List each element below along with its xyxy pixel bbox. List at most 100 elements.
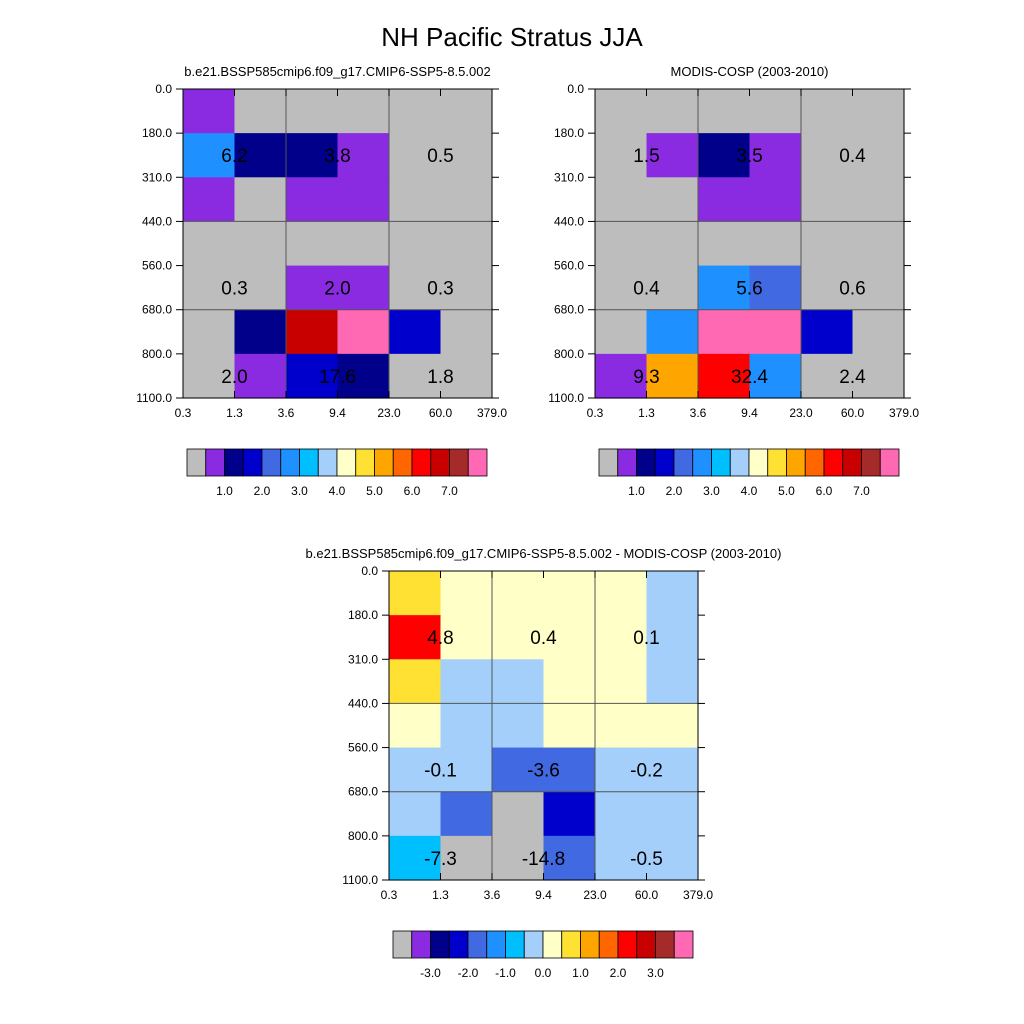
heatmap-cell xyxy=(234,265,287,311)
colorbar-box xyxy=(598,448,619,477)
x-tick-label: 60.0 xyxy=(635,888,659,902)
panel-title: MODIS-COSP (2003-2010) xyxy=(671,64,829,79)
colorbar-box xyxy=(879,448,900,477)
colorbar-box xyxy=(224,448,244,477)
heatmap-cell xyxy=(595,747,648,793)
data-label: 0.3 xyxy=(221,279,247,300)
heatmap-cell xyxy=(852,265,905,311)
heatmap-cell xyxy=(595,309,648,355)
heatmap-cell xyxy=(440,615,493,660)
colorbar-label: 6.0 xyxy=(816,484,833,498)
heatmap-cell xyxy=(646,747,699,793)
colorbar-box xyxy=(449,448,469,477)
colorbar-label: 2.0 xyxy=(666,484,683,498)
y-tick-label: 180.0 xyxy=(348,608,378,622)
colorbar-box xyxy=(355,448,375,477)
colorbar-label: 1.0 xyxy=(572,966,589,980)
data-label: -7.3 xyxy=(424,849,457,870)
heatmap-cell xyxy=(492,747,545,793)
data-label: 2.0 xyxy=(324,279,350,300)
colorbar-box xyxy=(692,448,712,477)
y-tick-label: 680.0 xyxy=(554,303,584,317)
colorbar-box xyxy=(673,930,694,959)
heatmap-cell xyxy=(337,353,390,399)
data-label: -14.8 xyxy=(522,849,565,870)
colorbar-box xyxy=(261,448,282,477)
colorbar-label: -3.0 xyxy=(420,966,441,980)
data-label: 0.4 xyxy=(839,146,866,167)
colorbar-box xyxy=(711,448,731,477)
data-label: -0.2 xyxy=(630,761,663,782)
colorbar-box xyxy=(467,930,488,959)
colorbar-box xyxy=(636,448,656,477)
heatmap-cell xyxy=(749,177,802,223)
heatmap-cell xyxy=(543,747,596,793)
colorbar-label: -2.0 xyxy=(458,966,479,980)
colorbar-box xyxy=(767,448,787,477)
heatmap-cell xyxy=(183,133,236,178)
figure-title: NH Pacific Stratus JJA xyxy=(381,22,643,52)
colorbar-box xyxy=(617,930,638,959)
x-tick-label: 3.6 xyxy=(484,888,501,902)
y-tick-label: 680.0 xyxy=(348,785,378,799)
heatmap-cell xyxy=(183,353,236,399)
heatmap-cell xyxy=(801,353,854,399)
heatmap-cell xyxy=(749,221,802,267)
y-tick-label: 310.0 xyxy=(348,652,378,666)
heatmap-cell xyxy=(852,221,905,267)
heatmap-cell xyxy=(337,265,390,311)
x-tick-label: 1.3 xyxy=(226,406,243,420)
heatmap-cell xyxy=(286,221,339,267)
colorbar-box xyxy=(411,930,431,959)
colorbar-box xyxy=(861,448,881,477)
heatmap-cell xyxy=(595,221,648,267)
data-label: 1.8 xyxy=(427,367,453,388)
heatmap-cell xyxy=(183,265,236,311)
y-tick-label: 1100.0 xyxy=(342,873,378,887)
colorbar-label: 2.0 xyxy=(610,966,627,980)
colorbar-label: 0.0 xyxy=(535,966,552,980)
heatmap-cell xyxy=(646,703,699,749)
heatmap-panel-3: b.e21.BSSP585cmip6.f09_g17.CMIP6-SSP5-8.… xyxy=(306,546,782,980)
colorbar-box xyxy=(636,930,656,959)
x-tick-label: 0.3 xyxy=(381,888,398,902)
panel-title: b.e21.BSSP585cmip6.f09_g17.CMIP6-SSP5-8.… xyxy=(306,546,782,561)
data-label: 17.6 xyxy=(319,367,356,388)
heatmap-cell xyxy=(389,177,442,223)
heatmap-cell xyxy=(646,571,699,616)
heatmap-cell xyxy=(183,89,236,134)
data-label: 5.6 xyxy=(736,279,762,300)
heatmap-cell xyxy=(286,353,339,399)
x-tick-label: 379.0 xyxy=(889,406,919,420)
heatmap-cell xyxy=(286,309,339,355)
heatmap-cell xyxy=(543,703,596,749)
colorbar-box xyxy=(392,448,413,477)
x-tick-label: 3.6 xyxy=(278,406,295,420)
heatmap-cell xyxy=(646,89,699,134)
heatmap-cell xyxy=(389,571,442,616)
y-tick-label: 1100.0 xyxy=(548,391,584,405)
y-tick-label: 560.0 xyxy=(348,741,378,755)
heatmap-cell xyxy=(801,133,854,178)
heatmap-cell xyxy=(389,353,442,399)
panels: b.e21.BSSP585cmip6.f09_g17.CMIP6-SSP5-8.… xyxy=(136,64,919,980)
colorbar-box xyxy=(542,930,563,959)
heatmap-cell xyxy=(234,309,287,355)
colorbar-label: 4.0 xyxy=(741,484,758,498)
data-label: 32.4 xyxy=(731,367,768,388)
heatmap-cell xyxy=(389,89,442,134)
heatmap-cell xyxy=(801,89,854,134)
heatmap-cell xyxy=(337,177,390,223)
y-tick-label: 0.0 xyxy=(155,82,172,96)
colorbar-box xyxy=(598,930,619,959)
y-tick-label: 0.0 xyxy=(361,564,378,578)
heatmap-cell xyxy=(749,265,802,311)
heatmap-cell xyxy=(234,221,287,267)
heatmap-cell xyxy=(595,265,648,311)
heatmap-cell xyxy=(440,89,493,134)
data-label: 6.2 xyxy=(221,146,247,167)
colorbar-label: 3.0 xyxy=(703,484,720,498)
heatmap-cell xyxy=(337,133,390,178)
y-tick-label: 180.0 xyxy=(554,126,584,140)
data-label: 0.5 xyxy=(427,146,453,167)
